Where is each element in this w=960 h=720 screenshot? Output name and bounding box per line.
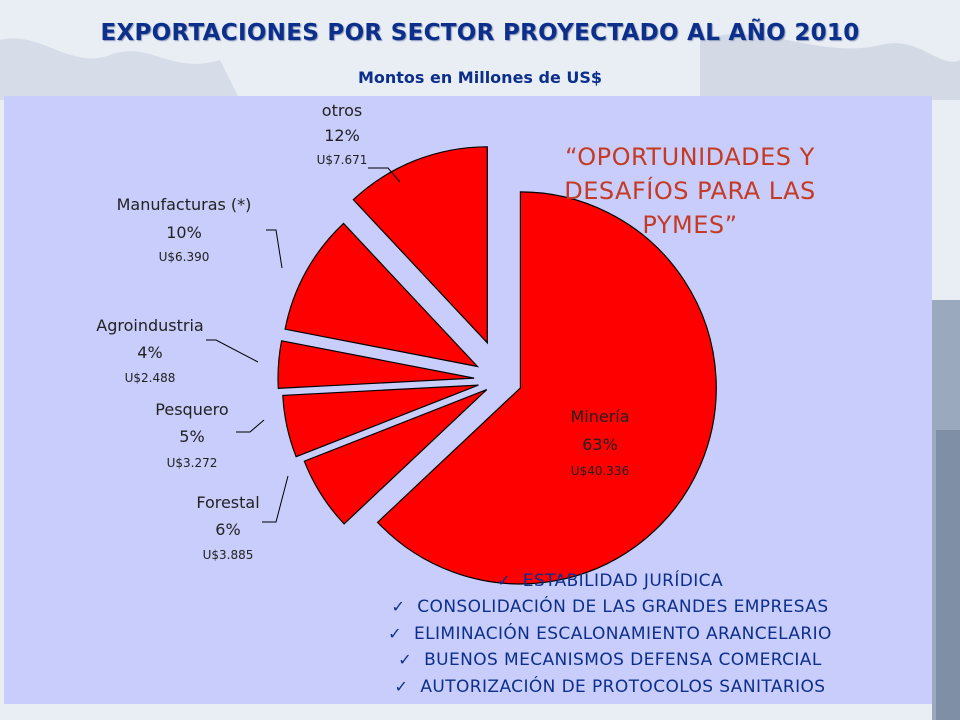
label-percent: 10% [166, 223, 202, 242]
checkmark-icon: ✓ [394, 676, 409, 696]
bullet-item: ✓ ESTABILIDAD JURÍDICA [270, 568, 950, 594]
slice-label-pesquero: Pesquero 5% U$3.272 [155, 400, 228, 470]
label-amount: U$3.272 [167, 456, 218, 470]
label-percent: 4% [137, 343, 162, 362]
label-amount: U$7.671 [317, 153, 368, 167]
leader-line-otros [368, 167, 401, 183]
label-amount: U$40.336 [571, 464, 629, 478]
label-percent: 6% [215, 520, 240, 539]
pie-slice-minería [376, 191, 717, 585]
label-amount: U$2.488 [125, 371, 176, 385]
bullet-text: AUTORIZACIÓN DE PROTOCOLOS SANITARIOS [420, 676, 826, 697]
slice-label-agroindustria: Agroindustria 4% U$2.488 [96, 316, 203, 385]
label-amount: U$6.390 [159, 250, 210, 264]
bullet-text: ELIMINACIÓN ESCALONAMIENTO ARANCELARIO [413, 623, 832, 644]
leader-line-agroindustria [206, 339, 259, 363]
leader-line-manufacturas [266, 229, 283, 269]
slice-label-mineria: Minería 63% U$40.336 [570, 407, 629, 478]
callout-line: PYMES” [642, 211, 738, 239]
bullet-item: ✓ CONSOLIDACIÓN DE LAS GRANDES EMPRESAS [270, 594, 950, 620]
opportunities-callout: “OPORTUNIDADES Y DESAFÍOS PARA LAS PYMES… [500, 140, 880, 242]
label-percent: 12% [324, 126, 360, 145]
label-percent: 63% [582, 435, 618, 454]
bullet-text: ESTABILIDAD JURÍDICA [522, 571, 723, 591]
label-name: Pesquero [155, 400, 228, 419]
checkmark-icon: ✓ [496, 571, 511, 590]
label-amount: U$3.885 [203, 548, 254, 562]
leader-line-pesquero [236, 419, 265, 433]
checkmark-icon: ✓ [398, 650, 413, 670]
bullet-item: ✓ AUTORIZACIÓN DE PROTOCOLOS SANITARIOS [270, 674, 950, 700]
slice-label-forestal: Forestal 6% U$3.885 [196, 493, 259, 562]
bullet-text: BUENOS MECANISMOS DEFENSA COMERCIAL [424, 650, 822, 671]
bullet-list: ✓ ESTABILIDAD JURÍDICA ✓ CONSOLIDACIÓN DE … [270, 568, 950, 700]
label-name: Minería [570, 407, 629, 426]
checkmark-icon: ✓ [388, 623, 402, 643]
label-percent: 5% [179, 427, 204, 446]
pie-slice-manufacturas [284, 222, 480, 368]
pie-slice-pesquero [282, 384, 479, 458]
callout-line: “OPORTUNIDADES Y [565, 143, 815, 171]
page-subtitle: Montos en Millones de US$ [357, 68, 603, 87]
callout-line: DESAFÍOS PARA LAS [564, 177, 816, 205]
bullet-item: ✓ ELIMINACIÓN ESCALONAMIENTO ARANCELARIO [270, 621, 950, 647]
pie-slice-forestal [303, 389, 488, 525]
checkmark-icon: ✓ [391, 597, 406, 617]
bullet-item: ✓ BUENOS MECANISMOS DEFENSA COMERCIAL [270, 647, 950, 673]
page-title: EXPORTACIONES POR SECTOR PROYECTADO AL A… [100, 20, 860, 46]
slice-label-manufacturas: Manufacturas (*) 10% U$6.390 [117, 195, 252, 264]
label-name: otros [322, 101, 362, 120]
pie-slice-otros [352, 146, 488, 345]
leader-line-forestal [262, 475, 289, 523]
bullet-text: CONSOLIDACIÓN DE LAS GRANDES EMPRESAS [417, 597, 829, 618]
slice-label-otros: otros 12% U$7.671 [317, 101, 368, 167]
pie-slice-agroindustria [277, 340, 475, 390]
label-name: Manufacturas (*) [117, 195, 252, 214]
label-name: Agroindustria [96, 316, 203, 335]
label-name: Forestal [196, 493, 259, 512]
